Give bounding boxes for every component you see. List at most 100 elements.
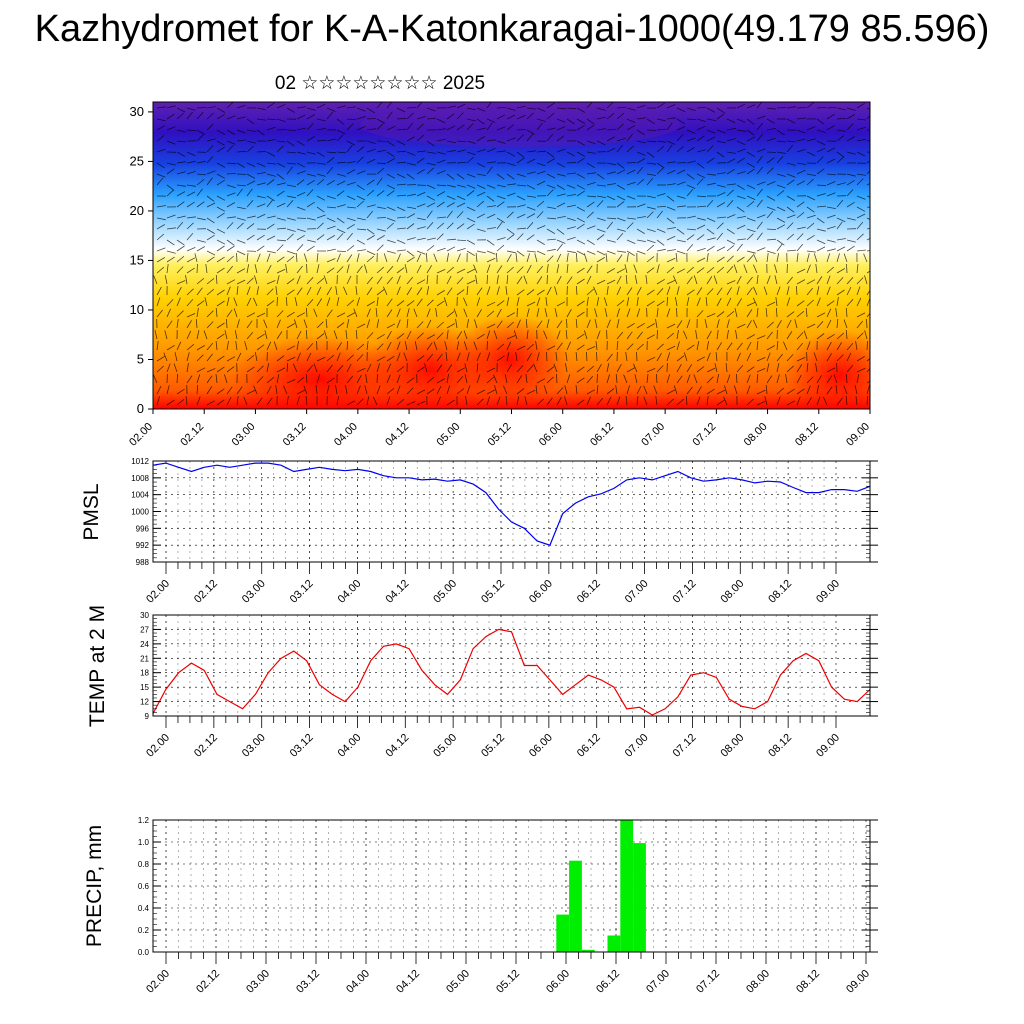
wind-barb bbox=[866, 206, 870, 208]
wind-barb bbox=[736, 275, 742, 285]
wind-barb bbox=[276, 104, 286, 109]
wind-barb bbox=[866, 140, 870, 142]
wind-barb bbox=[535, 341, 538, 351]
wind-barb bbox=[506, 211, 514, 219]
wind-barb bbox=[336, 312, 346, 318]
wind-barb bbox=[626, 162, 637, 164]
wind-barb bbox=[636, 385, 642, 395]
wind-barb bbox=[636, 286, 642, 296]
wind-barb bbox=[456, 289, 465, 296]
wind-barb bbox=[526, 158, 536, 164]
wind-barb bbox=[316, 253, 319, 263]
wind-barb bbox=[586, 239, 595, 246]
wind-barb bbox=[536, 320, 543, 329]
wind-barb bbox=[766, 238, 777, 241]
wind-barb bbox=[696, 224, 706, 230]
wind-barb bbox=[376, 190, 385, 197]
wind-barb bbox=[646, 239, 656, 244]
wind-barb bbox=[383, 286, 388, 296]
wind-barb bbox=[356, 200, 364, 208]
wind-barb bbox=[746, 334, 755, 340]
wind-barb bbox=[774, 264, 778, 274]
wind-barb bbox=[236, 239, 246, 244]
wind-barb bbox=[746, 104, 756, 109]
wind-barb bbox=[556, 387, 564, 395]
wind-barb bbox=[565, 352, 568, 362]
wind-barb bbox=[316, 118, 326, 122]
wind-barb bbox=[276, 173, 285, 180]
wind-barb bbox=[466, 250, 475, 256]
wind-barb bbox=[356, 354, 364, 362]
wind-barb bbox=[666, 389, 676, 395]
wind-barb bbox=[216, 113, 225, 120]
wind-barb bbox=[496, 114, 506, 120]
wind-barb bbox=[416, 250, 426, 255]
wind-barb bbox=[506, 151, 516, 157]
wind-barb bbox=[835, 308, 838, 318]
wind-barb bbox=[286, 278, 295, 285]
wind-barb bbox=[566, 118, 575, 125]
wind-barb bbox=[546, 366, 555, 373]
y-tick-label: 30 bbox=[130, 104, 144, 119]
wind-barb bbox=[316, 222, 324, 230]
wind-barb bbox=[416, 150, 426, 153]
x-tick-label: 03.00 bbox=[240, 732, 268, 760]
wind-barb bbox=[216, 245, 225, 252]
wind-barb bbox=[426, 140, 435, 147]
wind-barb bbox=[366, 396, 370, 406]
wind-barb bbox=[276, 140, 286, 143]
wind-barb bbox=[526, 308, 530, 318]
wind-barb bbox=[366, 204, 376, 208]
y-tick-label: 30 bbox=[140, 611, 149, 620]
wind-barb bbox=[794, 319, 798, 329]
wind-barb bbox=[355, 329, 358, 340]
wind-barb bbox=[246, 140, 256, 144]
wind-barb bbox=[443, 297, 448, 307]
wind-barb bbox=[586, 172, 596, 175]
wind-barb bbox=[506, 352, 510, 362]
x-tick-label: 07.12 bbox=[694, 968, 722, 996]
wind-barb bbox=[836, 156, 844, 164]
wind-barb bbox=[746, 309, 753, 318]
wind-barb bbox=[505, 395, 508, 406]
wind-barb bbox=[336, 233, 344, 241]
wind-barb bbox=[526, 234, 535, 241]
wind-barb bbox=[476, 200, 485, 208]
wind-barb bbox=[336, 151, 347, 154]
wind-barb bbox=[176, 399, 185, 406]
wind-barb bbox=[766, 157, 775, 164]
wind-barb bbox=[376, 319, 380, 329]
wind-barb bbox=[616, 364, 622, 373]
wind-barb bbox=[226, 216, 236, 219]
wind-barb bbox=[476, 136, 485, 142]
wind-barb bbox=[406, 223, 415, 230]
wind-barb bbox=[536, 200, 545, 208]
wind-barb bbox=[446, 140, 456, 144]
wind-barb bbox=[326, 377, 335, 384]
wind-barb bbox=[616, 340, 619, 351]
wind-barb bbox=[456, 223, 465, 230]
wind-barb bbox=[436, 378, 446, 384]
wind-barb bbox=[296, 170, 306, 175]
wind-barb bbox=[226, 222, 234, 230]
wind-barb bbox=[396, 161, 407, 164]
wind-barb bbox=[466, 156, 474, 164]
wind-barb bbox=[366, 363, 372, 373]
wind-barb bbox=[706, 352, 711, 362]
wind-barb bbox=[626, 367, 636, 373]
wind-barb bbox=[666, 308, 671, 318]
wind-barb bbox=[806, 126, 816, 131]
wind-barb bbox=[243, 396, 248, 406]
wind-barb bbox=[216, 212, 225, 219]
wind-barb bbox=[276, 310, 284, 318]
wind-barb bbox=[476, 250, 486, 254]
wind-barb bbox=[486, 264, 491, 274]
wind-barb bbox=[186, 201, 195, 208]
wind-barb bbox=[546, 397, 553, 406]
wind-barb bbox=[616, 106, 627, 109]
wind-barb bbox=[666, 296, 668, 307]
wind-barb bbox=[506, 183, 516, 186]
wind-barb bbox=[176, 107, 186, 113]
wind-barb bbox=[705, 296, 708, 307]
wind-barb bbox=[725, 362, 728, 373]
